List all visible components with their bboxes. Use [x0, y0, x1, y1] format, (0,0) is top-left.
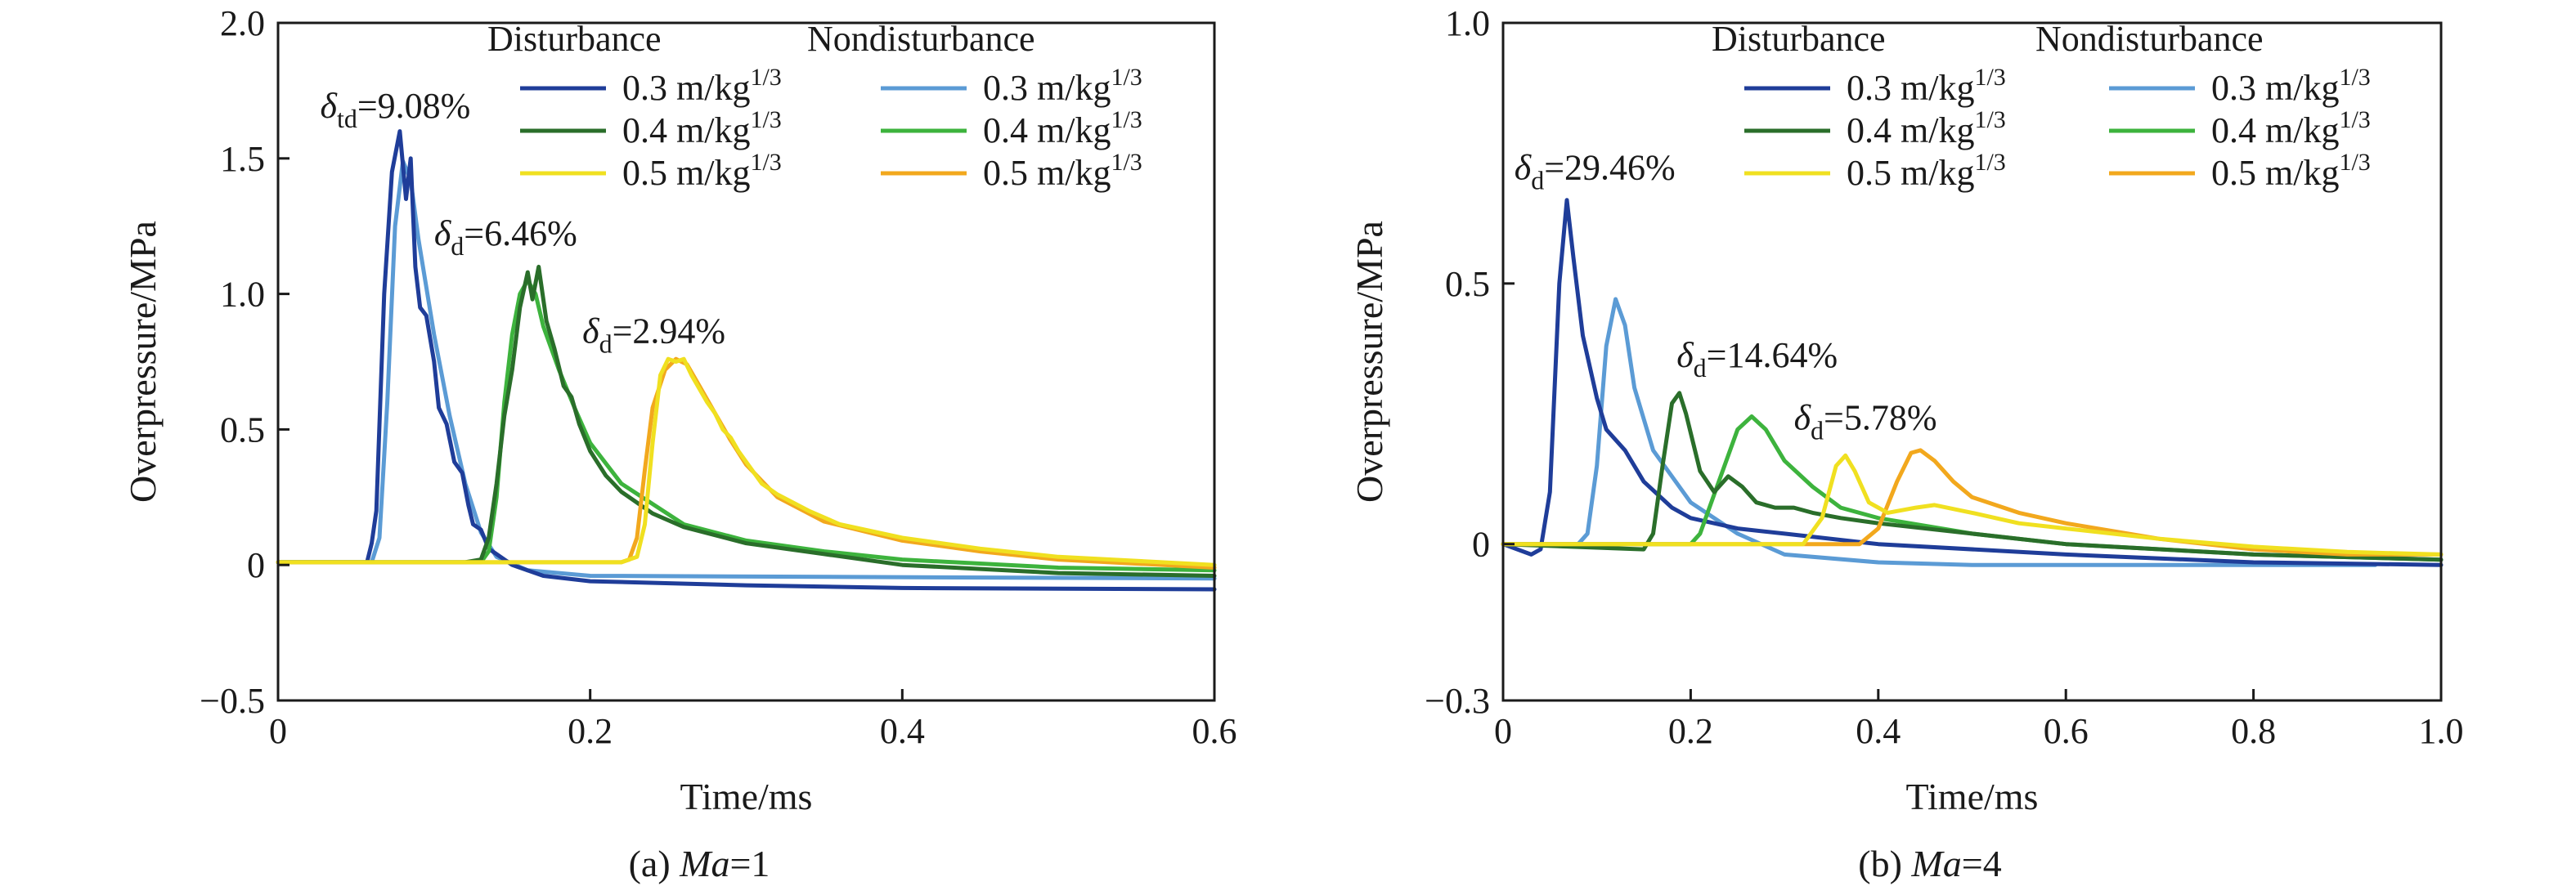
x-tick-label: 0.6	[1192, 711, 1237, 751]
delta-annotation: δd=6.46%	[434, 213, 577, 261]
series-line-2	[276, 278, 1217, 573]
legend-entry-label: 0.3 m/kg1/3	[622, 64, 782, 108]
y-tick-label: 0	[247, 545, 265, 585]
series-line-0	[1501, 297, 2378, 567]
delta-annotation: δd=14.64%	[1676, 335, 1838, 383]
delta-annotation: δd=29.46%	[1515, 147, 1676, 195]
x-tick-label: 0	[1494, 711, 1512, 751]
legend-header-disturbance: Disturbance	[487, 19, 662, 59]
legend-header-disturbance: Disturbance	[1712, 19, 1886, 59]
series-line-1	[276, 129, 1217, 592]
y-tick-label: 1.5	[220, 139, 265, 179]
delta-annotation: δd=2.94%	[582, 311, 725, 358]
panel-caption: (b) Ma=4	[1858, 843, 2001, 884]
x-tick-label: 0.4	[880, 711, 925, 751]
x-tick-label: 0	[269, 711, 287, 751]
legend-header-nondisturbance: Nondisturbance	[807, 19, 1035, 59]
y-axis-label: Overpressure/MPa	[1349, 221, 1390, 503]
x-tick-label: 0.8	[2231, 711, 2276, 751]
delta-annotation: δd=5.78%	[1794, 397, 1937, 445]
x-tick-label: 0.6	[2044, 711, 2089, 751]
legend-entry-label: 0.3 m/kg1/3	[983, 64, 1142, 108]
plot-frame	[276, 21, 1216, 702]
legend-entry-label: 0.5 m/kg1/3	[2211, 149, 2371, 193]
x-tick-label: 0.2	[568, 711, 613, 751]
delta-annotation: δtd=9.08%	[321, 86, 471, 133]
y-tick-label: −0.5	[200, 681, 265, 721]
legend-entry-label: 0.4 m/kg1/3	[1847, 106, 2006, 150]
x-axis-label: Time/ms	[680, 776, 813, 817]
legend-entry-label: 0.5 m/kg1/3	[983, 149, 1142, 193]
y-tick-label: 0.5	[1445, 264, 1490, 304]
plot-frame	[1501, 21, 2443, 702]
legend-header-nondisturbance: Nondisturbance	[2035, 19, 2264, 59]
series-line-4	[1501, 448, 2444, 557]
series-line-0	[276, 159, 1217, 581]
series-line-1	[1501, 198, 2444, 567]
x-tick-label: 0.2	[1668, 711, 1713, 751]
series-line-5	[276, 356, 1217, 567]
legend-entry-label: 0.4 m/kg1/3	[983, 106, 1142, 150]
y-tick-label: 1.0	[220, 275, 265, 315]
x-tick-label: 1.0	[2419, 711, 2464, 751]
legend-entry-label: 0.4 m/kg1/3	[622, 106, 782, 150]
y-tick-label: 1.0	[1445, 3, 1490, 43]
legend-entry-label: 0.5 m/kg1/3	[1847, 149, 2006, 193]
legend-entry-label: 0.3 m/kg1/3	[1847, 64, 2006, 108]
y-axis-label: Overpressure/MPa	[122, 221, 164, 503]
y-tick-label: −0.3	[1425, 681, 1490, 721]
panel-caption: (a) Ma=1	[629, 843, 770, 884]
panel-a: 0 0.2 0.4 0.6−0.500.51.01.52.0Time/msOverpr…	[122, 3, 1237, 884]
y-tick-label: 2.0	[220, 3, 265, 43]
series-line-3	[1501, 391, 2444, 562]
legend-entry-label: 0.3 m/kg1/3	[2211, 64, 2371, 108]
series-line-5	[1501, 453, 2444, 557]
series-line-2	[1501, 414, 2444, 562]
y-tick-label: 0.5	[220, 409, 265, 450]
x-tick-label: 0.4	[1856, 711, 1901, 751]
panel-b: 0 0.2 0.4 0.6 0.8 1.0−0.300.51.0Time/msOverpr…	[1349, 3, 2464, 884]
x-axis-label: Time/ms	[1906, 776, 2039, 817]
legend-entry-label: 0.5 m/kg1/3	[622, 149, 782, 193]
y-tick-label: 0	[1472, 525, 1490, 565]
legend-entry-label: 0.4 m/kg1/3	[2211, 106, 2371, 150]
series-line-3	[276, 264, 1217, 578]
